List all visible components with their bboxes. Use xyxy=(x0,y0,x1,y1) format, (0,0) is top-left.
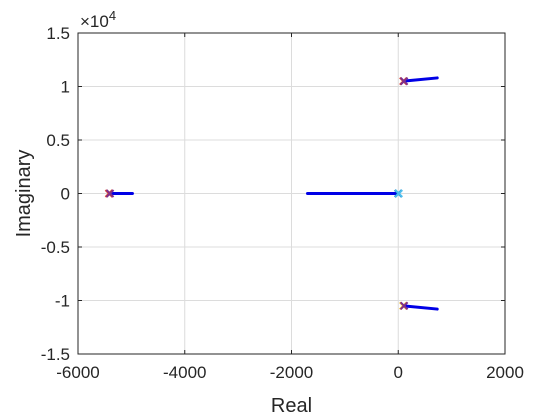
root-locus-branch xyxy=(402,76,439,83)
y-tick-label: 0 xyxy=(61,185,70,204)
pole-marker-stroke xyxy=(399,301,409,311)
x-axis-label: Real xyxy=(271,395,312,417)
y-exponent-power: 4 xyxy=(109,8,116,23)
axis-ticks: -6000 -4000 -2000 0 2000 -1.5 -1 -0.5 0 0.5 1 1.5 xyxy=(41,24,524,382)
y-tick-label: 0.5 xyxy=(46,131,70,150)
pole-marker xyxy=(399,301,409,311)
x-tick-label: -4000 xyxy=(163,363,206,382)
y-tick-label: -0.5 xyxy=(41,238,70,257)
pole-marker-stroke xyxy=(394,189,403,198)
y-exponent-base: ×10 xyxy=(80,12,109,31)
plot-area xyxy=(104,76,439,311)
x-tick-label: 0 xyxy=(394,363,403,382)
pole-marker-stroke xyxy=(399,76,409,86)
pole-marker xyxy=(394,189,403,198)
x-tick-label: 2000 xyxy=(486,363,524,382)
y-tick-label: -1.5 xyxy=(41,345,70,364)
x-tick-label: -6000 xyxy=(56,363,99,382)
pole-marker xyxy=(105,189,115,198)
y-tick-label: 1.5 xyxy=(46,24,70,43)
y-tick-label: 1 xyxy=(61,78,70,97)
pole-marker-stroke xyxy=(105,189,115,198)
pole-marker xyxy=(399,76,409,86)
y-axis-label: Imaginary xyxy=(13,150,35,238)
y-axis-exponent: ×104 xyxy=(80,8,116,31)
root-locus-branch xyxy=(402,304,439,311)
x-tick-label: -2000 xyxy=(270,363,313,382)
y-tick-label: -1 xyxy=(55,292,70,311)
